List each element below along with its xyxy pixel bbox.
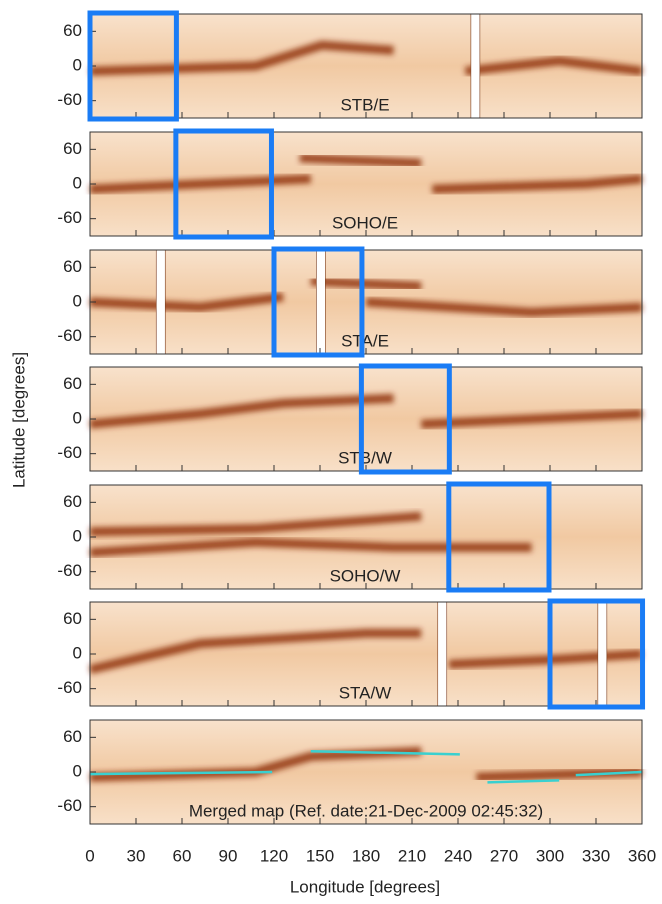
y-tick-label: 60 bbox=[63, 139, 82, 158]
y-tick-label: 60 bbox=[63, 257, 82, 276]
x-tick-label: 150 bbox=[306, 846, 334, 865]
map-band bbox=[89, 292, 284, 312]
x-tick-label: 240 bbox=[444, 846, 472, 865]
x-tick-label: 60 bbox=[173, 846, 192, 865]
traced-band bbox=[310, 749, 460, 756]
y-tick-label: -60 bbox=[57, 561, 82, 580]
map-band bbox=[299, 153, 422, 168]
x-tick-label: 300 bbox=[536, 846, 564, 865]
panel-label: SOHO/E bbox=[332, 213, 398, 232]
y-tick-label: 60 bbox=[63, 374, 82, 393]
y-tick-label: 0 bbox=[73, 761, 82, 780]
y-tick-label: 0 bbox=[73, 173, 82, 192]
y-tick-label: -60 bbox=[57, 326, 82, 345]
map-band bbox=[89, 511, 422, 537]
y-tick-label: -60 bbox=[57, 90, 82, 109]
panel: 60 0 -60 SOHO/E bbox=[57, 131, 643, 237]
field-of-view-box bbox=[547, 598, 646, 710]
panel-label: STB/E bbox=[340, 95, 389, 114]
traced-band bbox=[89, 770, 273, 776]
field-of-view-box bbox=[358, 363, 452, 475]
map-band bbox=[365, 297, 643, 317]
x-tick-label: 360 bbox=[628, 846, 656, 865]
map-band bbox=[89, 393, 394, 429]
panel: 60 0 -60 Merged map (Ref. date:21-Dec-2009 … bbox=[57, 719, 643, 825]
y-tick-label: 0 bbox=[73, 291, 82, 310]
map-band bbox=[432, 174, 643, 194]
x-tick-label: 180 bbox=[352, 846, 380, 865]
y-axis-title: Latitude [degrees] bbox=[9, 352, 28, 488]
map-band bbox=[89, 746, 422, 782]
panel: 60 0 -60 STB/W bbox=[57, 366, 643, 472]
panel: 60 0 -60 STA/E bbox=[57, 249, 643, 355]
traced-band bbox=[487, 779, 560, 784]
data-gap bbox=[316, 249, 326, 355]
x-tick-label: 120 bbox=[260, 846, 288, 865]
panel: 60 0 -60 SOHO/W bbox=[57, 484, 643, 590]
y-tick-label: 60 bbox=[63, 492, 82, 511]
x-tick-label: 0 bbox=[85, 846, 94, 865]
y-tick-label: 60 bbox=[63, 609, 82, 628]
panel-label: SOHO/W bbox=[330, 566, 401, 585]
x-tick-label: 330 bbox=[582, 846, 610, 865]
map-band bbox=[310, 276, 422, 291]
data-gap bbox=[155, 249, 166, 355]
field-of-view-box bbox=[446, 481, 552, 593]
map-band bbox=[464, 56, 643, 76]
map-band bbox=[89, 40, 394, 76]
x-tick-label: 270 bbox=[490, 846, 518, 865]
map-band bbox=[88, 628, 422, 674]
field-of-view-box bbox=[173, 128, 274, 240]
y-tick-label: 0 bbox=[73, 526, 82, 545]
data-gap bbox=[470, 13, 481, 119]
y-tick-label: -60 bbox=[57, 678, 82, 697]
x-tick-label: 90 bbox=[219, 846, 238, 865]
map-band bbox=[89, 537, 532, 558]
map-band bbox=[448, 649, 643, 669]
panel: 60 0 -60 STB/E bbox=[57, 13, 643, 119]
field-of-view-box bbox=[87, 10, 179, 122]
y-tick-label: 60 bbox=[63, 727, 82, 746]
y-tick-label: -60 bbox=[57, 208, 82, 227]
panel-label: STB/W bbox=[338, 448, 392, 467]
y-tick-label: 0 bbox=[73, 643, 82, 662]
x-tick-label: 30 bbox=[127, 846, 146, 865]
data-gap bbox=[437, 601, 448, 707]
y-tick-label: -60 bbox=[57, 443, 82, 462]
x-tick-label: 210 bbox=[398, 846, 426, 865]
y-tick-label: -60 bbox=[57, 796, 82, 815]
x-axis-title: Longitude [degrees] bbox=[290, 877, 440, 896]
panel: 60 0 -60 STA/W bbox=[57, 601, 643, 707]
map-band bbox=[89, 174, 312, 194]
data-gap bbox=[597, 601, 608, 707]
y-tick-label: 0 bbox=[73, 408, 82, 427]
panel-label: Merged map (Ref. date:21-Dec-2009 02:45:… bbox=[189, 801, 543, 820]
y-tick-label: 60 bbox=[63, 21, 82, 40]
y-tick-label: 0 bbox=[73, 55, 82, 74]
panel-label: STA/W bbox=[339, 683, 392, 702]
panel-label: STA/E bbox=[341, 331, 389, 350]
traced-band bbox=[575, 770, 643, 777]
field-of-view-box bbox=[271, 246, 365, 358]
map-band bbox=[420, 409, 643, 429]
